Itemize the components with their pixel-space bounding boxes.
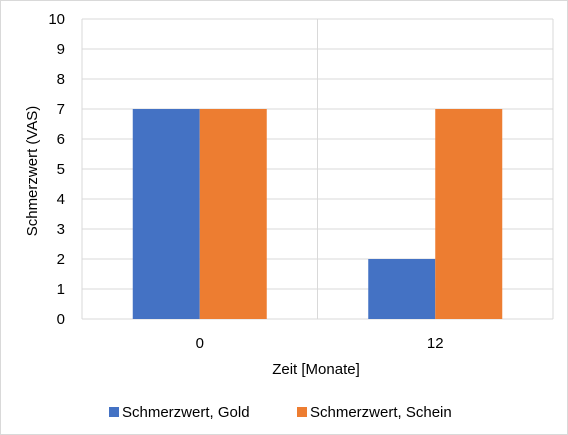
x-axis-title: Zeit [Monate]	[272, 361, 360, 378]
y-axis-title: Schmerzwert (VAS)	[24, 106, 41, 237]
y-tick-label-0: 0	[57, 311, 65, 328]
legend: Schmerzwert, Gold Schmerzwert, Schein	[109, 404, 452, 421]
bars	[132, 109, 503, 319]
y-tick-label-7: 7	[57, 101, 65, 118]
y-tick-label-2: 2	[57, 251, 65, 268]
y-tick-label-1: 1	[57, 281, 65, 298]
x-tick-labels: 0 12	[196, 335, 444, 352]
legend-swatch-gold	[109, 407, 119, 417]
bar-gold-12	[368, 259, 436, 319]
legend-label-schein: Schmerzwert, Schein	[310, 404, 452, 421]
bar-schein-12	[435, 109, 503, 319]
y-tick-label-3: 3	[57, 221, 65, 238]
bar-schein-0	[199, 109, 267, 319]
legend-swatch-schein	[297, 407, 307, 417]
y-tick-label-5: 5	[57, 161, 65, 178]
y-tick-label-4: 4	[57, 191, 65, 208]
y-tick-label-8: 8	[57, 71, 65, 88]
bar-gold-0	[132, 109, 200, 319]
y-tick-label-9: 9	[57, 41, 65, 58]
y-tick-labels: 0 1 2 3 4 5 6 7 8 9 10	[48, 11, 65, 328]
x-tick-label-12: 12	[427, 335, 444, 352]
x-tick-label-0: 0	[196, 335, 204, 352]
y-tick-label-10: 10	[48, 11, 65, 28]
y-tick-label-6: 6	[57, 131, 65, 148]
legend-label-gold: Schmerzwert, Gold	[122, 404, 250, 421]
